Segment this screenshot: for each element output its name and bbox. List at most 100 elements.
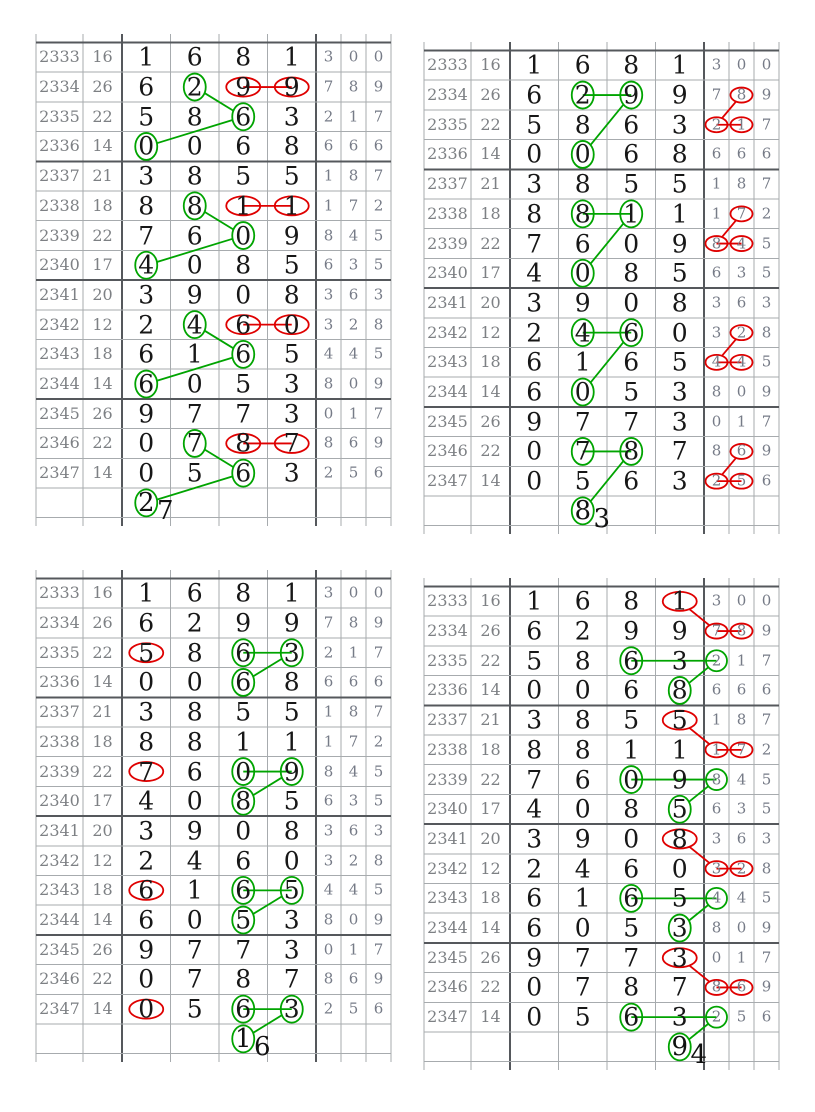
winning-digit-cell: 8: [235, 428, 252, 458]
mark-ellipse-red: [729, 622, 754, 640]
winning-digit-cell: 8: [186, 697, 203, 727]
tail-digit-cell: 7: [736, 740, 747, 759]
table-grid-and-marks: [35, 570, 392, 1063]
tail-digit-cell: 5: [373, 762, 384, 781]
winning-digit-cell: 0: [138, 458, 155, 488]
tail-digit-cell: 2: [736, 323, 747, 342]
winning-digit-cell: 2: [186, 72, 203, 102]
connector-line-red: [688, 727, 710, 745]
mark-ellipse-red: [729, 235, 754, 252]
winning-digit-cell: 1: [623, 735, 640, 765]
tail-digit-cell: 3: [348, 255, 359, 274]
mark-ellipse-red: [128, 642, 165, 664]
tail-digit-cell: 6: [736, 293, 747, 312]
winning-digit-cell: 3: [671, 913, 688, 943]
winning-digit-cell: 8: [235, 964, 252, 994]
tail-digit-cell: 0: [736, 55, 747, 74]
tail-digit-cell: 4: [736, 770, 747, 789]
winning-digit-cell: 5: [235, 369, 252, 399]
winning-digit-cell: 6: [235, 458, 252, 488]
winning-digit-cell: 5: [235, 161, 252, 191]
tail-digit-cell: 3: [323, 315, 334, 334]
winning-digit-cell: 3: [671, 377, 688, 407]
connector-line-green: [252, 658, 283, 678]
tail-digit-cell: 0: [348, 374, 359, 393]
winning-digit-cell: 9: [623, 616, 640, 646]
winning-digit-cell: 8: [671, 675, 688, 705]
winning-digit-cell: 9: [671, 765, 688, 795]
tail-digit-cell: 0: [348, 910, 359, 929]
winning-digit-cell: 5: [671, 705, 688, 735]
tail-digit-cell: 3: [761, 293, 772, 312]
tail-digit-cell: 8: [323, 433, 334, 452]
tail-digit-cell: 8: [711, 234, 722, 253]
winning-digit-cell: 9: [283, 221, 300, 251]
tail-digit-cell: 8: [761, 859, 772, 878]
mark-ellipse-green: [231, 102, 256, 132]
period-cell: 2334: [39, 613, 80, 633]
tail-digit-cell: 2: [348, 315, 359, 334]
tail-digit-cell: 7: [323, 613, 334, 632]
tail-digit-cell: 9: [373, 910, 384, 929]
winning-digit-cell: 5: [623, 913, 640, 943]
tail-digit-cell: 6: [761, 1007, 772, 1026]
winning-digit-cell: 1: [235, 727, 252, 757]
tail-digit-cell: 4: [711, 888, 722, 907]
winning-digit-cell: 7: [526, 765, 543, 795]
tail-digit-cell: 6: [736, 144, 747, 163]
sum-cell: 18: [480, 888, 501, 908]
tail-digit-cell: 6: [323, 255, 334, 274]
winning-digit-cell: 1: [283, 42, 300, 72]
sum-cell: 22: [480, 650, 501, 670]
winning-digit-cell: 0: [574, 139, 591, 169]
winning-digit-cell: 6: [623, 1002, 640, 1032]
winning-digit-cell: 7: [186, 399, 203, 429]
mark-ellipse-green: [570, 496, 595, 526]
winning-digit-cell: 3: [526, 288, 543, 318]
winning-digit-cell: 6: [235, 994, 252, 1024]
tail-digit-cell: 1: [736, 412, 747, 431]
tail-digit-cell: 9: [373, 77, 384, 96]
period-cell: 2342: [427, 858, 468, 878]
winning-digit-cell: 1: [574, 883, 591, 913]
winning-digit-cell: 9: [671, 616, 688, 646]
winning-digit-cell: 9: [283, 608, 300, 638]
winning-digit-cell: 3: [283, 638, 300, 668]
sum-cell: 18: [92, 880, 113, 900]
mark-ellipse-green: [619, 1002, 644, 1032]
sum-cell: 14: [480, 144, 501, 164]
tail-digit-cell: 2: [323, 999, 334, 1018]
winning-digit-cell: 5: [235, 905, 252, 935]
period-cell: 2342: [39, 314, 80, 334]
winning-digit-cell: 6: [235, 131, 252, 161]
tail-digit-cell: 5: [373, 791, 384, 810]
mark-ellipse-red: [729, 116, 754, 134]
trend-table-bottom-right: 2333 16 1 6 8 1 3 0 0 2334 26 6 2 9 9 7 8 9 2335 22 5 8 6 3 2 1 7 2…: [423, 578, 780, 1071]
winning-digit-cell: 0: [574, 377, 591, 407]
winning-digit-cell: 5: [671, 347, 688, 377]
winning-digit-cell: 9: [138, 935, 155, 965]
tail-digit-cell: 0: [711, 948, 722, 967]
winning-digit-cell: 0: [186, 786, 203, 816]
winning-digit-cell: 8: [526, 199, 543, 229]
mark-ellipse-green: [231, 668, 256, 697]
winning-digit-cell: 2: [574, 80, 591, 110]
sum-cell: 18: [92, 731, 113, 751]
tail-digit-cell: 3: [323, 285, 334, 304]
tail-digit-cell: 1: [323, 166, 334, 185]
sum-cell: 20: [480, 828, 501, 848]
winning-digit-cell: 7: [235, 935, 252, 965]
period-cell: 2344: [427, 382, 468, 402]
mark-ellipse-red: [704, 860, 729, 878]
winning-digit-cell: 9: [235, 72, 252, 102]
sum-cell: 22: [92, 761, 113, 781]
tail-digit-cell: 4: [323, 344, 334, 363]
winning-digit-cell: 6: [623, 646, 640, 676]
tail-digit-cell: 6: [761, 680, 772, 699]
connector-line-red: [721, 100, 737, 119]
period-cell: 2343: [427, 888, 468, 908]
prediction-trail-digit: 3: [593, 503, 611, 534]
period-cell: 2340: [427, 799, 468, 819]
mark-ellipse-green: [570, 140, 595, 169]
tail-digit-cell: 3: [373, 285, 384, 304]
